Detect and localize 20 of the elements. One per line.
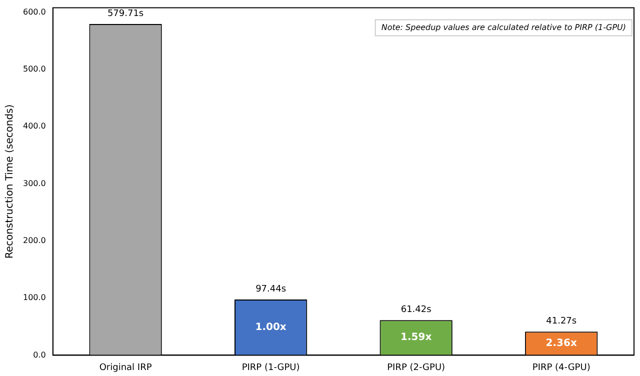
x-tick-label: PIRP (1-GPU) bbox=[242, 362, 300, 373]
y-tick-label: 100.0 bbox=[22, 293, 46, 302]
annotation: 1.59x bbox=[400, 332, 432, 344]
annotation: 1.00x bbox=[255, 322, 287, 333]
y-tick-label: 500.0 bbox=[22, 64, 46, 74]
data-label: 97.44s bbox=[256, 284, 286, 294]
annotation: 2.36x bbox=[546, 338, 578, 350]
data-label: 61.42s bbox=[400, 304, 432, 315]
annotation: Note: Speedup values are calculated relative to PIRP (1-GPU) bbox=[381, 22, 626, 32]
y-axis-title: Reconstruction Time (seconds) bbox=[4, 104, 16, 259]
x-tick-label: PIRP (2-GPU) bbox=[387, 362, 446, 373]
y-tick-label: 600.0 bbox=[22, 7, 46, 16]
y-tick-label: 300.0 bbox=[22, 178, 46, 188]
x-tick-label: Original IRP bbox=[99, 362, 152, 373]
y-tick-label: 0.0 bbox=[33, 350, 46, 360]
data-label: 579.71s bbox=[107, 8, 144, 19]
y-tick-label: 200.0 bbox=[22, 236, 46, 245]
data-label: 41.27s bbox=[546, 316, 577, 326]
y-tick-label: 400.0 bbox=[22, 122, 46, 131]
x-tick-label: PIRP (4-GPU) bbox=[532, 362, 590, 373]
